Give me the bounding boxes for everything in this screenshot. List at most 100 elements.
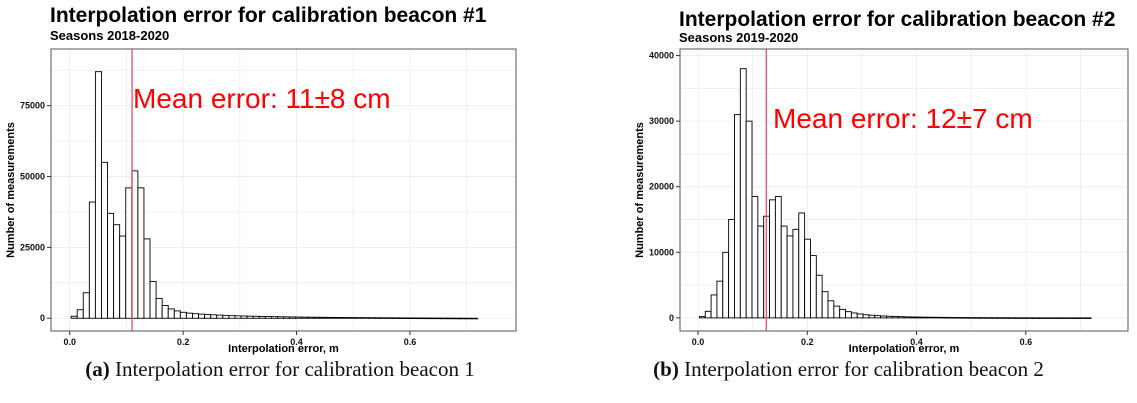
histogram-bar bbox=[94, 71, 102, 319]
histogram-bar bbox=[319, 316, 327, 319]
mean-error-annotation: Mean error: 12±7 cm bbox=[773, 103, 1033, 134]
histogram-bar bbox=[252, 315, 260, 319]
histogram-bar bbox=[367, 317, 375, 319]
histogram-bar bbox=[289, 316, 297, 319]
histogram-bar bbox=[392, 317, 400, 319]
x-axis-ticks: 0.0 0.2 0.4 0.6 bbox=[63, 331, 416, 347]
histogram-bar bbox=[938, 316, 946, 319]
histogram-bar bbox=[833, 305, 841, 319]
histogram-bar bbox=[897, 316, 905, 319]
histogram-bar bbox=[698, 316, 706, 319]
y-tick-label: 50000 bbox=[20, 172, 45, 182]
histogram-bar bbox=[932, 316, 940, 319]
histogram-bar bbox=[1049, 317, 1057, 319]
histogram-bar bbox=[845, 311, 852, 319]
histogram-bar bbox=[70, 315, 78, 319]
histogram-bar bbox=[1020, 317, 1028, 319]
histogram-bar bbox=[903, 316, 911, 319]
histogram-bar bbox=[270, 316, 278, 319]
histogram-bar bbox=[76, 309, 84, 319]
chart-subtitle: Seasons 2018-2020 bbox=[50, 28, 169, 43]
histogram-bar bbox=[398, 317, 406, 319]
x-tick-label: 0.0 bbox=[692, 337, 705, 347]
x-axis-ticks: 0.0 0.2 0.4 0.6 bbox=[692, 331, 1032, 347]
y-axis-label: Number of measurements bbox=[5, 122, 17, 258]
y-axis-ticks: 0 10000 20000 30000 40000 bbox=[649, 51, 680, 323]
chart-subtitle: Seasons 2019-2020 bbox=[679, 30, 798, 45]
histogram-bar bbox=[962, 317, 969, 319]
histogram-bar bbox=[471, 317, 479, 320]
histogram-bar bbox=[422, 317, 430, 320]
histogram-bar bbox=[137, 187, 145, 319]
histogram-bar bbox=[728, 219, 735, 319]
y-tick-label: 25000 bbox=[20, 242, 45, 252]
histogram-bar bbox=[361, 317, 369, 319]
histogram-bar bbox=[950, 317, 958, 319]
histogram-bar bbox=[915, 316, 922, 319]
histogram-bar bbox=[416, 317, 424, 320]
histogram-bar bbox=[751, 196, 759, 319]
histogram-bar bbox=[459, 317, 466, 320]
mean-error-annotation: Mean error: 11±8 cm bbox=[133, 83, 391, 114]
histogram-bar bbox=[88, 201, 96, 319]
x-tick-label: 0.2 bbox=[801, 337, 814, 347]
histogram-bar bbox=[428, 317, 436, 320]
histogram-bar bbox=[337, 317, 345, 319]
histogram-bar bbox=[446, 317, 454, 320]
histogram-bar bbox=[757, 225, 765, 319]
histogram-bar bbox=[101, 161, 108, 319]
histogram-bar bbox=[839, 308, 846, 319]
histogram-bar bbox=[815, 274, 823, 319]
histogram-bar bbox=[143, 238, 151, 319]
histogram-bar bbox=[1038, 317, 1045, 319]
histogram-bar bbox=[410, 317, 418, 320]
histogram-bar bbox=[909, 316, 917, 319]
histogram-bar bbox=[769, 199, 776, 319]
histogram-bar bbox=[374, 317, 382, 319]
histogram-bar bbox=[119, 235, 127, 319]
y-tick-label: 10000 bbox=[649, 247, 674, 257]
histogram-bar bbox=[804, 238, 811, 319]
histogram-bar bbox=[1055, 317, 1063, 319]
x-tick-label: 0.4 bbox=[290, 337, 303, 347]
histogram-bar bbox=[465, 317, 473, 320]
histogram-bar bbox=[313, 316, 321, 319]
histogram-bar bbox=[979, 317, 987, 319]
caption-a: (a) Interpolation error for calibration … bbox=[0, 357, 560, 382]
histogram-bar bbox=[386, 317, 394, 319]
y-tick-label: 20000 bbox=[649, 182, 674, 192]
histogram-bar bbox=[991, 317, 998, 319]
histogram-bar bbox=[862, 314, 870, 319]
histogram-bar bbox=[1084, 317, 1092, 319]
histogram-bar bbox=[921, 316, 928, 319]
histogram-bar bbox=[1061, 317, 1069, 319]
histogram-bar bbox=[786, 235, 794, 319]
x-tick-label: 0.6 bbox=[404, 337, 417, 347]
histogram-bar bbox=[1002, 317, 1010, 319]
histogram-bar bbox=[997, 317, 1004, 319]
chart-title: Interpolation error for calibration beac… bbox=[679, 8, 1115, 31]
histogram-bar bbox=[827, 300, 835, 319]
y-axis-label: Number of measurements bbox=[634, 122, 646, 258]
caption-a-tag: (a) bbox=[85, 357, 110, 381]
histogram-bar bbox=[868, 314, 876, 319]
caption-b-text: Interpolation error for calibration beac… bbox=[678, 357, 1044, 381]
histogram-bar bbox=[956, 317, 963, 319]
histogram-bar bbox=[1026, 317, 1034, 319]
histogram-bar bbox=[1067, 317, 1074, 319]
histogram-bar bbox=[734, 114, 741, 319]
histogram-bar bbox=[926, 316, 934, 319]
histogram-bar bbox=[222, 314, 230, 319]
histogram-bars bbox=[698, 68, 1092, 319]
histogram-bar bbox=[722, 251, 730, 319]
histogram-bar bbox=[246, 315, 254, 319]
chart-a: Interpolation error for calibration beac… bbox=[5, 4, 517, 355]
histogram-bar bbox=[107, 212, 115, 319]
y-tick-label: 0 bbox=[669, 313, 674, 323]
histogram-bar bbox=[307, 316, 315, 319]
y-tick-label: 0 bbox=[40, 313, 45, 323]
chart-b: Interpolation error for calibration beac… bbox=[634, 8, 1129, 355]
caption-a-text: Interpolation error for calibration beac… bbox=[109, 357, 475, 381]
histogram-bar bbox=[192, 313, 200, 319]
histogram-bar bbox=[967, 317, 975, 319]
